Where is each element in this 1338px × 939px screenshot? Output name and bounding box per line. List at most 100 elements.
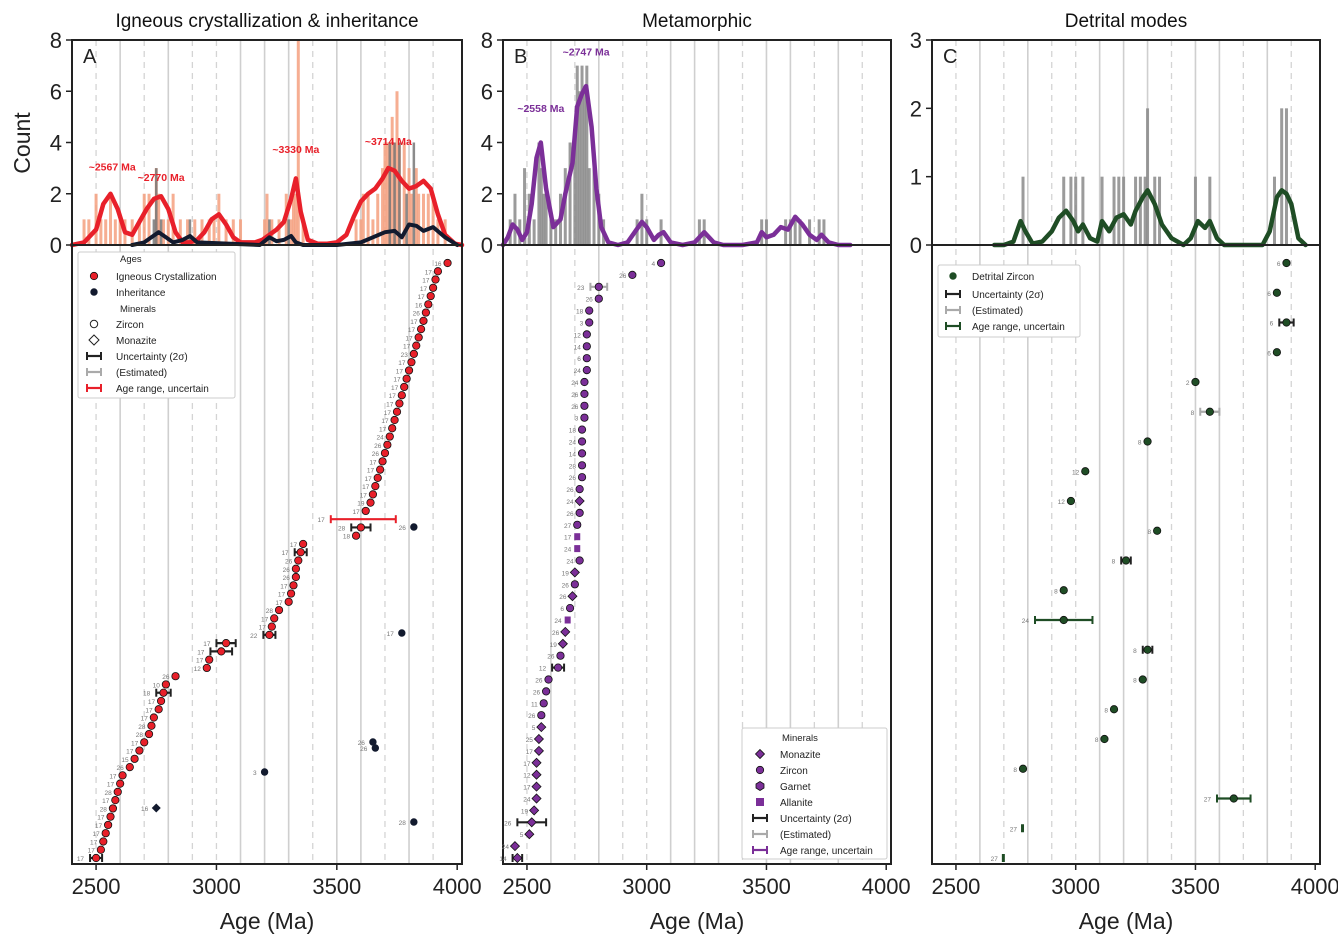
reference-label: 24 <box>564 547 572 554</box>
reference-label: 14 <box>569 451 577 458</box>
hist-bar <box>544 193 548 245</box>
reference-label: 17 <box>425 269 433 276</box>
reference-label: 17 <box>280 583 288 590</box>
hist-bar-igneous <box>109 193 113 245</box>
scatter-point <box>202 663 211 673</box>
scatter-point-monazite <box>531 793 542 804</box>
scatter-point-monazite <box>526 817 537 828</box>
y-tick-label: 0 <box>910 233 922 258</box>
scatter-point-monazite <box>569 567 580 578</box>
scatter-point <box>407 358 416 367</box>
scatter-point <box>433 267 443 276</box>
reference-label: 6 <box>1267 291 1271 298</box>
reference-label: 24 <box>574 368 582 375</box>
reference-label: 24 <box>569 440 577 447</box>
scatter-point <box>1272 348 1281 357</box>
scatter-point <box>221 639 231 648</box>
x-axis-label: Age (Ma) <box>1079 908 1174 934</box>
reference-label: 17 <box>197 649 205 656</box>
hist-bar <box>585 65 589 245</box>
hist-bar <box>563 168 567 245</box>
reference-label: 8 <box>1095 737 1099 744</box>
hist-bar-igneous <box>212 219 216 245</box>
x-tick-label: 2500 <box>502 874 551 899</box>
hist-bar-inheritance <box>398 142 401 245</box>
reference-label: 26 <box>283 575 291 582</box>
reference-label: 26 <box>535 678 543 685</box>
scatter-point <box>395 399 404 408</box>
scatter-point-allanite <box>574 533 581 541</box>
reference-label: 3 <box>253 770 257 777</box>
legend-b <box>741 727 888 860</box>
hist-bar-igneous <box>186 219 190 245</box>
hist-bar-inheritance <box>152 219 156 245</box>
scatter-point <box>171 672 180 681</box>
scatter-point <box>582 342 591 351</box>
reference-label: 27 <box>564 523 572 530</box>
reference-label: 17 <box>278 592 286 599</box>
reference-label: 17 <box>95 823 103 830</box>
reference-label: 19 <box>550 642 558 649</box>
scatter-point <box>96 845 105 854</box>
scatter-point <box>582 330 591 339</box>
reference-label: 28 <box>136 732 144 739</box>
peak-label: ~2567 Ma <box>89 162 136 174</box>
x-tick-label: 3000 <box>622 874 671 899</box>
legend-a-label: Monazite <box>116 336 157 347</box>
legend-a-label: Uncertainty (2σ) <box>116 352 188 363</box>
hist-bar-igneous <box>94 193 98 245</box>
hist-bar-igneous <box>426 193 430 245</box>
reference-label: 26 <box>586 297 594 304</box>
panel-letter: C <box>943 46 957 68</box>
reference-label: 17 <box>523 785 531 792</box>
scatter-point <box>400 382 409 392</box>
hist-bar-igneous <box>359 219 363 245</box>
hist-bar-igneous <box>301 219 305 245</box>
reference-label: 24 <box>566 559 574 566</box>
reference-label: 24 <box>1022 618 1030 625</box>
reference-label: 18 <box>343 534 351 541</box>
hist-bar <box>1193 176 1197 245</box>
scatter-point <box>356 523 365 532</box>
reference-label: 17 <box>391 385 399 392</box>
hist-bar <box>575 65 579 245</box>
y-tick-label: 6 <box>50 79 62 104</box>
scatter-point <box>1018 764 1028 773</box>
peak-label: ~2558 Ma <box>517 103 564 115</box>
scatter-point <box>390 415 399 425</box>
scatter-point <box>1066 496 1076 506</box>
reference-label: 17 <box>387 631 395 638</box>
scatter-point <box>366 498 375 507</box>
scatter-point <box>424 300 433 309</box>
scatter-point <box>575 556 584 565</box>
hist-bar <box>573 142 577 245</box>
reference-label: 17 <box>369 459 377 466</box>
reference-label: 16 <box>415 302 423 309</box>
legend-b-marker <box>754 748 766 760</box>
scatter-point <box>537 711 546 720</box>
reference-label: 17 <box>523 761 531 768</box>
hist-bar <box>582 91 586 245</box>
hist-bar <box>1117 176 1121 245</box>
scatter-point <box>371 482 380 491</box>
reference-label: 26 <box>117 765 125 772</box>
hist-bar-igneous <box>417 193 421 245</box>
scatter-point <box>113 787 122 796</box>
scatter-point <box>147 721 156 730</box>
reference-label: 17 <box>203 641 211 648</box>
scatter-point <box>585 306 594 315</box>
scatter-point <box>149 713 158 722</box>
reference-label: 26 <box>283 567 291 574</box>
peak-label: ~2747 Ma <box>563 46 610 58</box>
hist-bar-igneous <box>294 193 298 245</box>
hist-bar-igneous <box>366 193 370 245</box>
reference-label: 17 <box>77 856 85 863</box>
kde-line <box>500 83 853 248</box>
reference-label: 26 <box>569 475 577 482</box>
x-axis-label: Age (Ma) <box>220 908 315 934</box>
reference-label: 26 <box>372 451 380 458</box>
hist-bar <box>640 193 644 245</box>
reference-label: 17 <box>379 426 387 433</box>
scatter-point <box>1143 645 1152 654</box>
